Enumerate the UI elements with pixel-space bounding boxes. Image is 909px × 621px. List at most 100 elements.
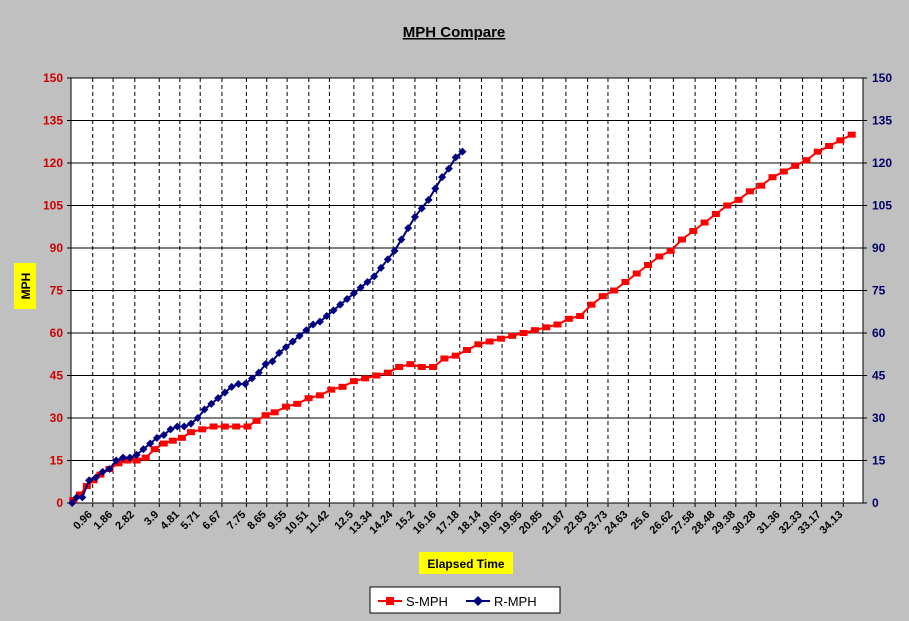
data-point-s-mph	[474, 341, 483, 348]
y-tick-label-right: 45	[872, 369, 886, 383]
data-point-r-mph	[336, 300, 345, 309]
data-point-r-mph	[159, 431, 168, 439]
data-point-s-mph	[114, 460, 123, 467]
x-tick-label: 30.28	[730, 509, 758, 537]
data-point-r-mph	[458, 147, 467, 156]
y-tick-label-left: 60	[50, 326, 64, 340]
x-tick-label: 5.71	[179, 509, 203, 533]
data-point-s-mph	[168, 437, 177, 444]
x-tick-label: 2.82	[113, 509, 137, 533]
data-point-s-mph	[745, 188, 754, 195]
x-tick-label: 20.85	[517, 509, 545, 537]
data-point-s-mph	[644, 262, 653, 268]
data-point-s-mph	[198, 426, 207, 433]
data-point-r-mph	[146, 439, 155, 448]
y-tick-label-left: 75	[50, 284, 64, 298]
data-point-r-mph	[281, 343, 290, 352]
x-tick-label: 11.42	[304, 509, 332, 537]
x-tick-label: 6.67	[200, 509, 224, 533]
data-point-s-mph	[395, 364, 404, 370]
data-point-s-mph	[700, 219, 709, 226]
data-point-r-mph	[431, 184, 440, 193]
data-point-r-mph	[377, 263, 386, 272]
data-point-s-mph	[304, 395, 313, 402]
data-point-r-mph	[139, 445, 148, 454]
data-point-s-mph	[123, 457, 132, 464]
data-point-r-mph	[322, 312, 331, 320]
x-tick-label: 17.18	[434, 509, 462, 537]
data-point-r-mph	[356, 283, 365, 292]
data-point-s-mph	[530, 327, 539, 334]
data-point-s-mph	[485, 338, 494, 345]
data-point-r-mph	[98, 467, 107, 476]
x-tick-label: 31.36	[755, 509, 783, 537]
data-point-r-mph	[295, 331, 304, 340]
data-point-r-mph	[404, 224, 413, 233]
data-point-r-mph	[349, 289, 358, 298]
data-point-s-mph	[349, 378, 358, 385]
data-point-s-mph	[825, 143, 834, 149]
data-point-s-mph	[177, 434, 186, 441]
data-point-s-mph	[383, 369, 392, 376]
data-point-s-mph	[836, 137, 845, 144]
y-tick-label-right: 60	[872, 326, 886, 340]
y-tick-label-right: 75	[872, 284, 886, 298]
data-point-r-mph	[241, 380, 250, 388]
x-tick-label: 8.65	[245, 509, 269, 533]
y-tick-label-left: 150	[43, 71, 63, 85]
y-axis-left: 0 15 30 45 60 75 90 105 120 135 150	[43, 71, 71, 510]
data-point-s-mph	[655, 253, 664, 260]
y-axis-title: MPH	[14, 263, 36, 309]
y-tick-label-left: 90	[50, 241, 64, 255]
data-point-s-mph	[406, 361, 415, 368]
data-point-s-mph	[610, 287, 619, 294]
data-point-s-mph	[338, 383, 347, 390]
legend-label-r-mph: R-MPH	[494, 594, 537, 609]
data-point-s-mph	[281, 403, 290, 410]
data-point-s-mph	[791, 162, 800, 169]
y-tick-label-right: 120	[872, 156, 892, 170]
data-point-s-mph	[598, 293, 607, 300]
data-point-r-mph	[261, 360, 270, 369]
y-tick-label-left: 105	[43, 199, 63, 213]
data-point-s-mph	[587, 301, 596, 308]
x-axis-title-text: Elapsed Time	[427, 557, 504, 571]
data-point-s-mph	[847, 131, 856, 138]
data-point-r-mph	[72, 493, 81, 502]
x-tick-label: 1.86	[92, 509, 116, 533]
data-point-s-mph	[677, 236, 686, 243]
y-tick-label-left: 30	[50, 411, 64, 425]
data-point-r-mph	[186, 419, 195, 428]
x-axis-title: Elapsed Time	[419, 552, 513, 574]
x-tick-label: 26.62	[648, 509, 676, 537]
data-point-s-mph	[632, 270, 641, 277]
y-tick-label-right: 0	[872, 496, 879, 510]
data-point-s-mph	[723, 202, 732, 209]
data-point-r-mph	[370, 272, 379, 281]
data-point-r-mph	[152, 433, 161, 442]
data-point-s-mph	[508, 332, 517, 339]
chart-title: MPH Compare	[403, 24, 506, 41]
data-point-r-mph	[173, 422, 182, 431]
data-point-s-mph	[141, 454, 150, 461]
legend-box	[369, 586, 561, 614]
data-point-r-mph	[268, 357, 277, 366]
data-point-s-mph	[429, 364, 438, 370]
legend-marker-r-mph	[473, 596, 483, 606]
y-tick-label-right: 135	[872, 114, 892, 128]
data-point-r-mph	[166, 425, 175, 434]
data-point-r-mph	[200, 405, 209, 414]
data-point-r-mph	[288, 337, 297, 346]
x-tick-label: 14.24	[367, 508, 396, 537]
data-point-s-mph	[327, 386, 336, 393]
data-point-r-mph	[68, 499, 77, 507]
data-point-r-mph	[105, 465, 114, 473]
data-point-r-mph	[125, 453, 134, 462]
data-point-r-mph	[193, 414, 202, 422]
y-tick-label-left: 135	[43, 114, 63, 128]
data-point-r-mph	[112, 456, 121, 465]
data-point-r-mph	[383, 255, 392, 264]
y-axis-title-text: MPH	[19, 273, 33, 300]
y-axis-right: 0 15 30 45 60 75 90 105 120 135 150	[863, 71, 892, 510]
